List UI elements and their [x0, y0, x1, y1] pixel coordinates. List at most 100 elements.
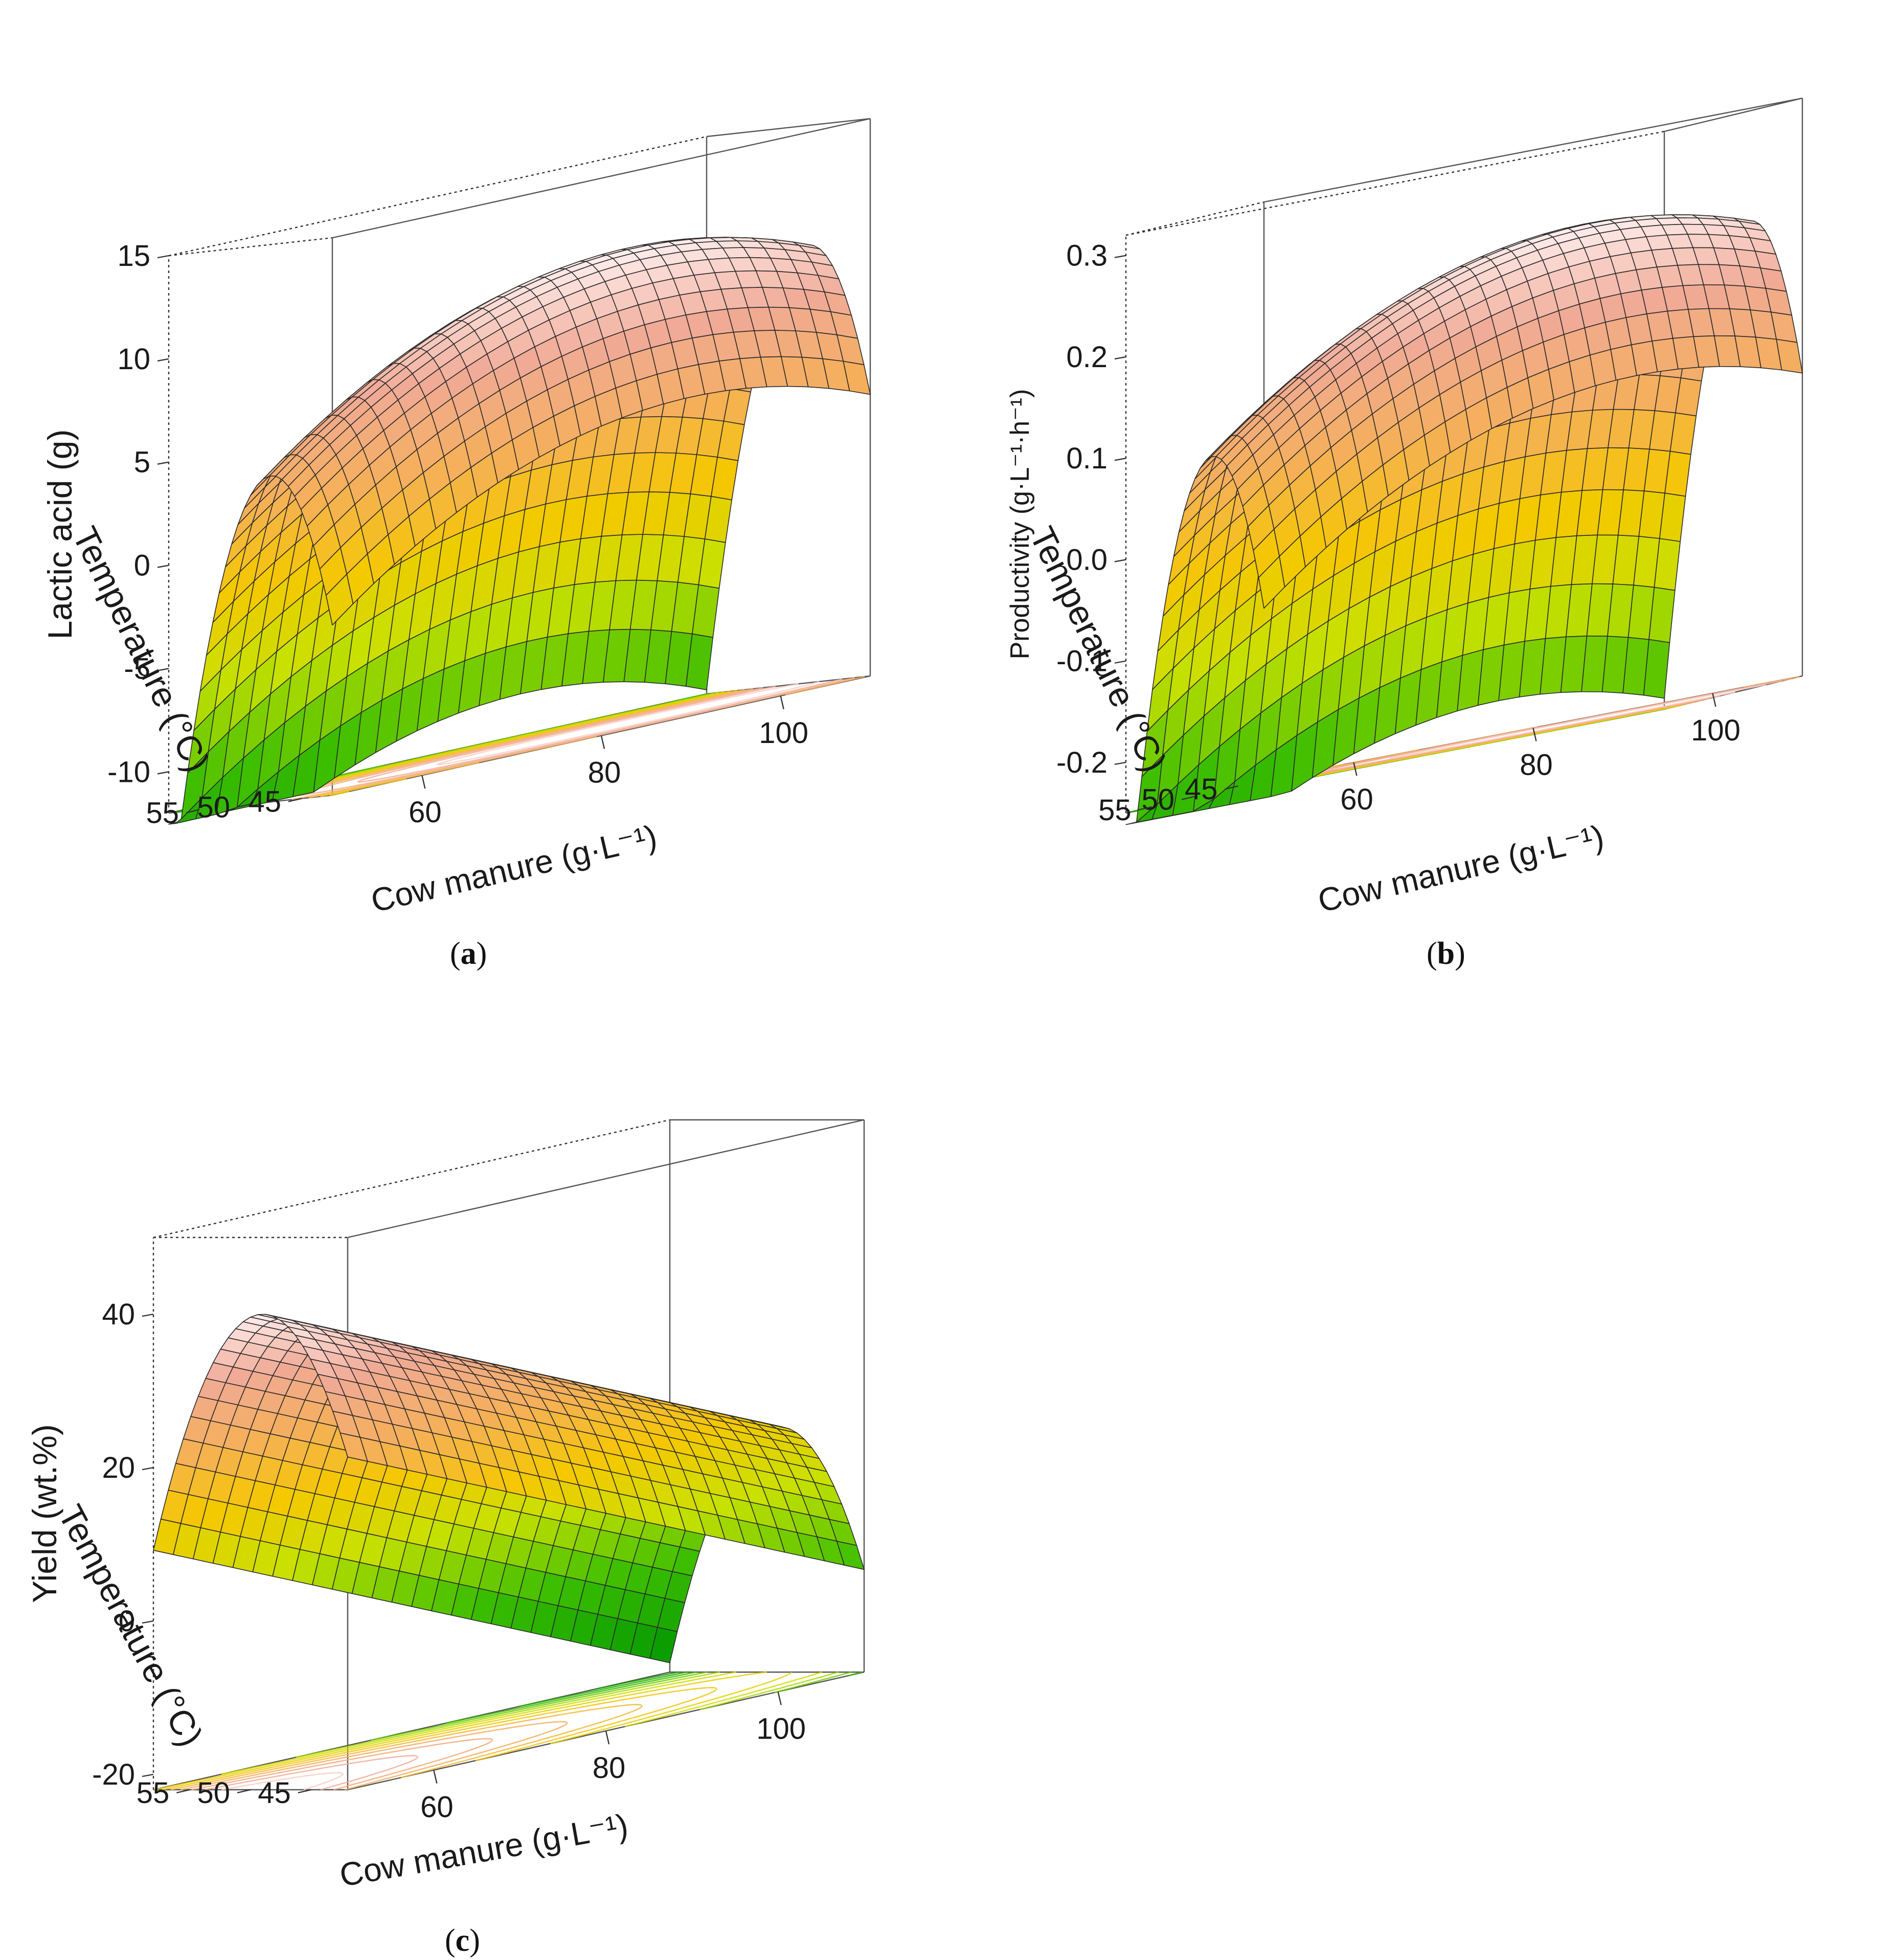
- z-tick-mark: [142, 1773, 154, 1777]
- y-tick-mark: [237, 803, 251, 808]
- panel-a-surface: [168, 237, 871, 825]
- y-tick-label: 55: [137, 1776, 170, 1810]
- z-tick-mark: [142, 1467, 154, 1471]
- panel-b-caption-letter: b: [1437, 936, 1455, 971]
- panel-b-chart: -0.2 -0.1 0.0 0.1 0.2 0.3 60 80 100 45 50 55 Produc…: [1005, 97, 1803, 919]
- x-tick-mark: [421, 775, 426, 789]
- z-tick-label: -0.1: [1056, 645, 1107, 678]
- z-tick-label: 0.3: [1066, 239, 1107, 273]
- panel-c-surface: [153, 1314, 865, 1663]
- panel-c-caption: (c): [445, 1923, 480, 1958]
- y-tick-mark: [1138, 806, 1152, 810]
- box-edge-2: [168, 237, 333, 257]
- x-tick-label: 60: [420, 1791, 454, 1824]
- x-tick-label: 60: [409, 796, 442, 829]
- z-tick-mark: [1114, 457, 1126, 461]
- contour-line-1: [595, 1671, 678, 1690]
- box-edge-11: [1664, 97, 1803, 132]
- z-tick-label: 20: [102, 1451, 135, 1484]
- box-edge-10: [347, 1119, 865, 1238]
- contour-line-2: [520, 1671, 687, 1707]
- box-edge-1: [168, 136, 707, 257]
- x-tick-label: 100: [756, 1712, 806, 1745]
- contour-line-13: [437, 681, 820, 765]
- z-tick-mark: [142, 1313, 154, 1317]
- y-tick-label: 45: [258, 1776, 291, 1810]
- panel-a-caption: (a): [450, 936, 487, 971]
- y-tick-mark: [298, 1789, 312, 1794]
- box-edge-10: [1263, 97, 1803, 203]
- x-tick-mark: [780, 695, 784, 710]
- z-tick-label: -0.2: [1056, 746, 1107, 779]
- panel-a-caption-letter: a: [460, 936, 477, 971]
- x-tick-mark: [1712, 693, 1716, 707]
- z-tick-label: 0: [119, 1605, 135, 1638]
- z-tick-mark: [157, 255, 169, 259]
- y-tick-label: 45: [248, 785, 281, 819]
- panel-b-caption: (b): [1427, 936, 1465, 971]
- x-tick-label: 60: [1340, 783, 1373, 816]
- x-tick-mark: [600, 735, 605, 749]
- y-tick-mark: [176, 1789, 190, 1794]
- z-tick-mark: [157, 668, 169, 671]
- x-tick-label: 80: [588, 756, 621, 790]
- z-tick-label: 15: [117, 239, 150, 273]
- z-tick-mark: [157, 358, 169, 362]
- z-tick-label: 0.1: [1066, 442, 1107, 475]
- y-tick-label: 50: [197, 791, 230, 824]
- panel-c-contours: [154, 1671, 863, 1791]
- contour-line-12: [204, 1755, 419, 1791]
- contour-line-12: [357, 678, 843, 783]
- panel-c-zlabel: Yield (wt.%): [26, 1424, 63, 1603]
- z-tick-label: 40: [102, 1298, 135, 1331]
- x-tick-mark: [1353, 762, 1358, 776]
- z-tick-mark: [1114, 559, 1126, 562]
- panel-a-chart: -10 -5 0 5 10 15 60 80 100 45 50 55 Lactic acid (g)…: [41, 118, 871, 919]
- panel-a-xlabel: Cow manure (g·L⁻¹): [368, 818, 660, 919]
- panel-a-zlabel: Lactic acid (g): [41, 430, 79, 640]
- contour-line-11: [191, 1738, 493, 1791]
- panel-c-chart: -20 0 20 40 60 80 100 45 50 55 Yield (wt.%) Cow m…: [26, 1119, 865, 1894]
- z-tick-label: 5: [134, 446, 150, 479]
- panel-a-ticks: -10 -5 0 5 10 15 60 80 100 45 50 55: [107, 239, 808, 829]
- panel-c-caption-letter: c: [455, 1923, 470, 1958]
- contour-line-10: [180, 1721, 568, 1791]
- z-tick-label: 0.0: [1066, 543, 1107, 576]
- contour-line-6: [221, 1671, 823, 1775]
- y-tick-label: 55: [146, 796, 179, 829]
- contour-line-13: [221, 1772, 344, 1791]
- y-tick-label: 50: [1141, 783, 1174, 817]
- box-edge-2: [1125, 201, 1264, 236]
- y-tick-mark: [237, 1789, 251, 1794]
- panel-b-zlabel: Productivity (g·L⁻¹·h⁻¹): [1005, 389, 1035, 660]
- y-tick-mark: [1181, 796, 1195, 800]
- z-tick-mark: [157, 461, 169, 465]
- contour-line-11: [296, 677, 855, 796]
- y-tick-mark: [288, 798, 302, 802]
- z-tick-mark: [157, 565, 169, 568]
- y-tick-mark: [186, 809, 200, 814]
- y-tick-label: 50: [197, 1776, 230, 1810]
- z-tick-mark: [1114, 761, 1126, 765]
- z-tick-label: -20: [92, 1758, 135, 1791]
- z-tick-mark: [157, 771, 169, 775]
- z-tick-label: 0: [134, 549, 150, 582]
- box-edge-1: [153, 1119, 670, 1238]
- x-tick-mark: [1532, 728, 1537, 741]
- box-edge-11: [706, 118, 871, 138]
- panel-b-ticks: -0.2 -0.1 0.0 0.1 0.2 0.3 60 80 100 45 50 55: [1056, 239, 1740, 827]
- z-tick-mark: [1114, 255, 1126, 258]
- z-tick-label: -5: [124, 652, 150, 685]
- y-tick-mark: [1225, 785, 1238, 790]
- y-tick-label: 55: [1098, 794, 1132, 827]
- contour-line-13: [1389, 684, 1767, 759]
- x-tick-mark: [433, 1770, 438, 1784]
- contour-line-4: [371, 1671, 852, 1741]
- surface-cell: [1258, 556, 1285, 609]
- contour-line-9: [171, 1704, 643, 1791]
- z-tick-mark: [142, 1620, 154, 1624]
- panel-c-ticks: -20 0 20 40 60 80 100 45 50 55: [92, 1298, 806, 1824]
- panel-c-xlabel: Cow manure (g·L⁻¹): [337, 1807, 631, 1894]
- surface-cell: [325, 574, 354, 626]
- z-tick-label: 10: [117, 343, 150, 376]
